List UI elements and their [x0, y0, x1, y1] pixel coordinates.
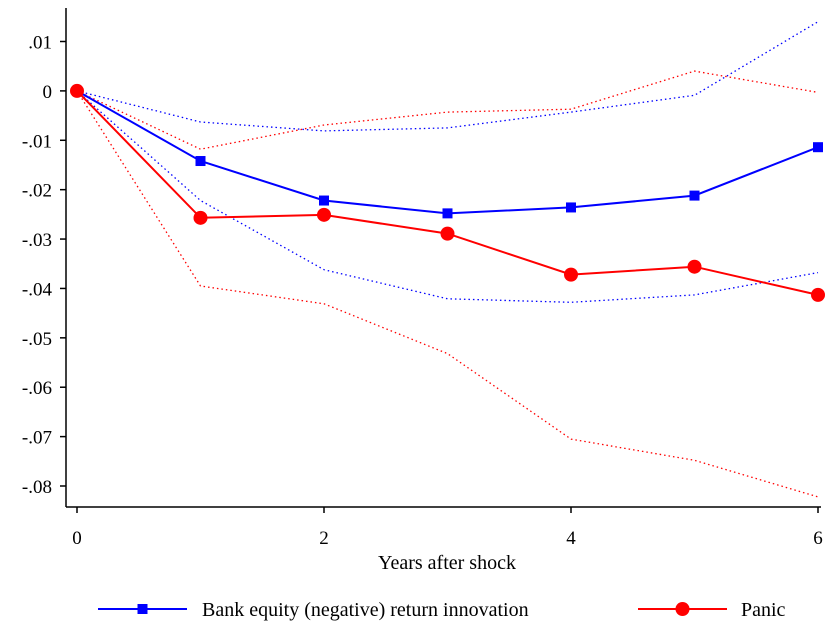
bank-series-line — [76, 90, 819, 215]
y-tick-label: -.04 — [22, 279, 53, 300]
legend-item-bank: Bank equity (negative) return innovation — [98, 599, 529, 621]
x-tick-label: 4 — [566, 528, 576, 549]
panic-data-point — [811, 287, 825, 302]
bank-data-point — [689, 190, 700, 201]
y-tick-label: -.01 — [22, 131, 52, 152]
panic-ci-lower-line — [76, 90, 819, 498]
x-tick-label: 0 — [72, 528, 82, 549]
bank-ci-upper-line — [76, 21, 819, 132]
y-tick-label: -.08 — [22, 477, 52, 498]
y-tick-label: -.02 — [22, 181, 52, 202]
y-tick-label: -.06 — [22, 378, 52, 399]
plot-area: .01 0 -.01 -.02 -.03 -.04 -.05 -.06 -.07 -.08 0 2 4… — [22, 8, 825, 549]
bank-data-point — [319, 195, 329, 206]
panic-data-point — [193, 210, 208, 225]
y-tick-label: .01 — [28, 33, 52, 54]
series-markers — [70, 83, 825, 302]
y-tick-label: -.03 — [22, 230, 52, 251]
y-tick-label: -.05 — [22, 329, 52, 350]
panic-data-point — [317, 207, 331, 222]
legend-item-panic: Panic — [638, 599, 786, 621]
panic-data-point — [440, 226, 455, 241]
panic-data-point — [70, 83, 84, 98]
legend-marker-bank — [137, 604, 148, 614]
panic-data-point — [564, 267, 578, 282]
y-tick-label: 0 — [43, 82, 53, 103]
x-axis-ticks: 0 2 4 6 — [72, 507, 823, 549]
bank-data-point — [195, 156, 206, 167]
y-axis-ticks: .01 0 -.01 -.02 -.03 -.04 -.05 -.06 -.07 -.08 — [22, 33, 66, 498]
bank-data-point — [813, 142, 823, 153]
x-tick-label: 2 — [319, 528, 329, 549]
legend-label-panic: Panic — [741, 599, 786, 621]
legend-marker-panic — [675, 602, 690, 616]
bank-ci-lower-line — [76, 90, 819, 303]
bank-data-point — [566, 202, 576, 213]
x-axis-title: Years after shock — [378, 552, 516, 574]
legend: Bank equity (negative) return innovation… — [98, 599, 786, 621]
x-tick-label: 6 — [813, 528, 823, 549]
series-lines — [76, 90, 819, 296]
bank-data-point — [442, 208, 453, 219]
panic-ci-upper-line — [76, 70, 819, 150]
legend-label-bank: Bank equity (negative) return innovation — [202, 599, 529, 621]
panic-data-point — [687, 259, 702, 274]
y-tick-label: -.07 — [22, 428, 52, 449]
confidence-bands — [76, 21, 819, 498]
panic-series-line — [76, 90, 819, 296]
